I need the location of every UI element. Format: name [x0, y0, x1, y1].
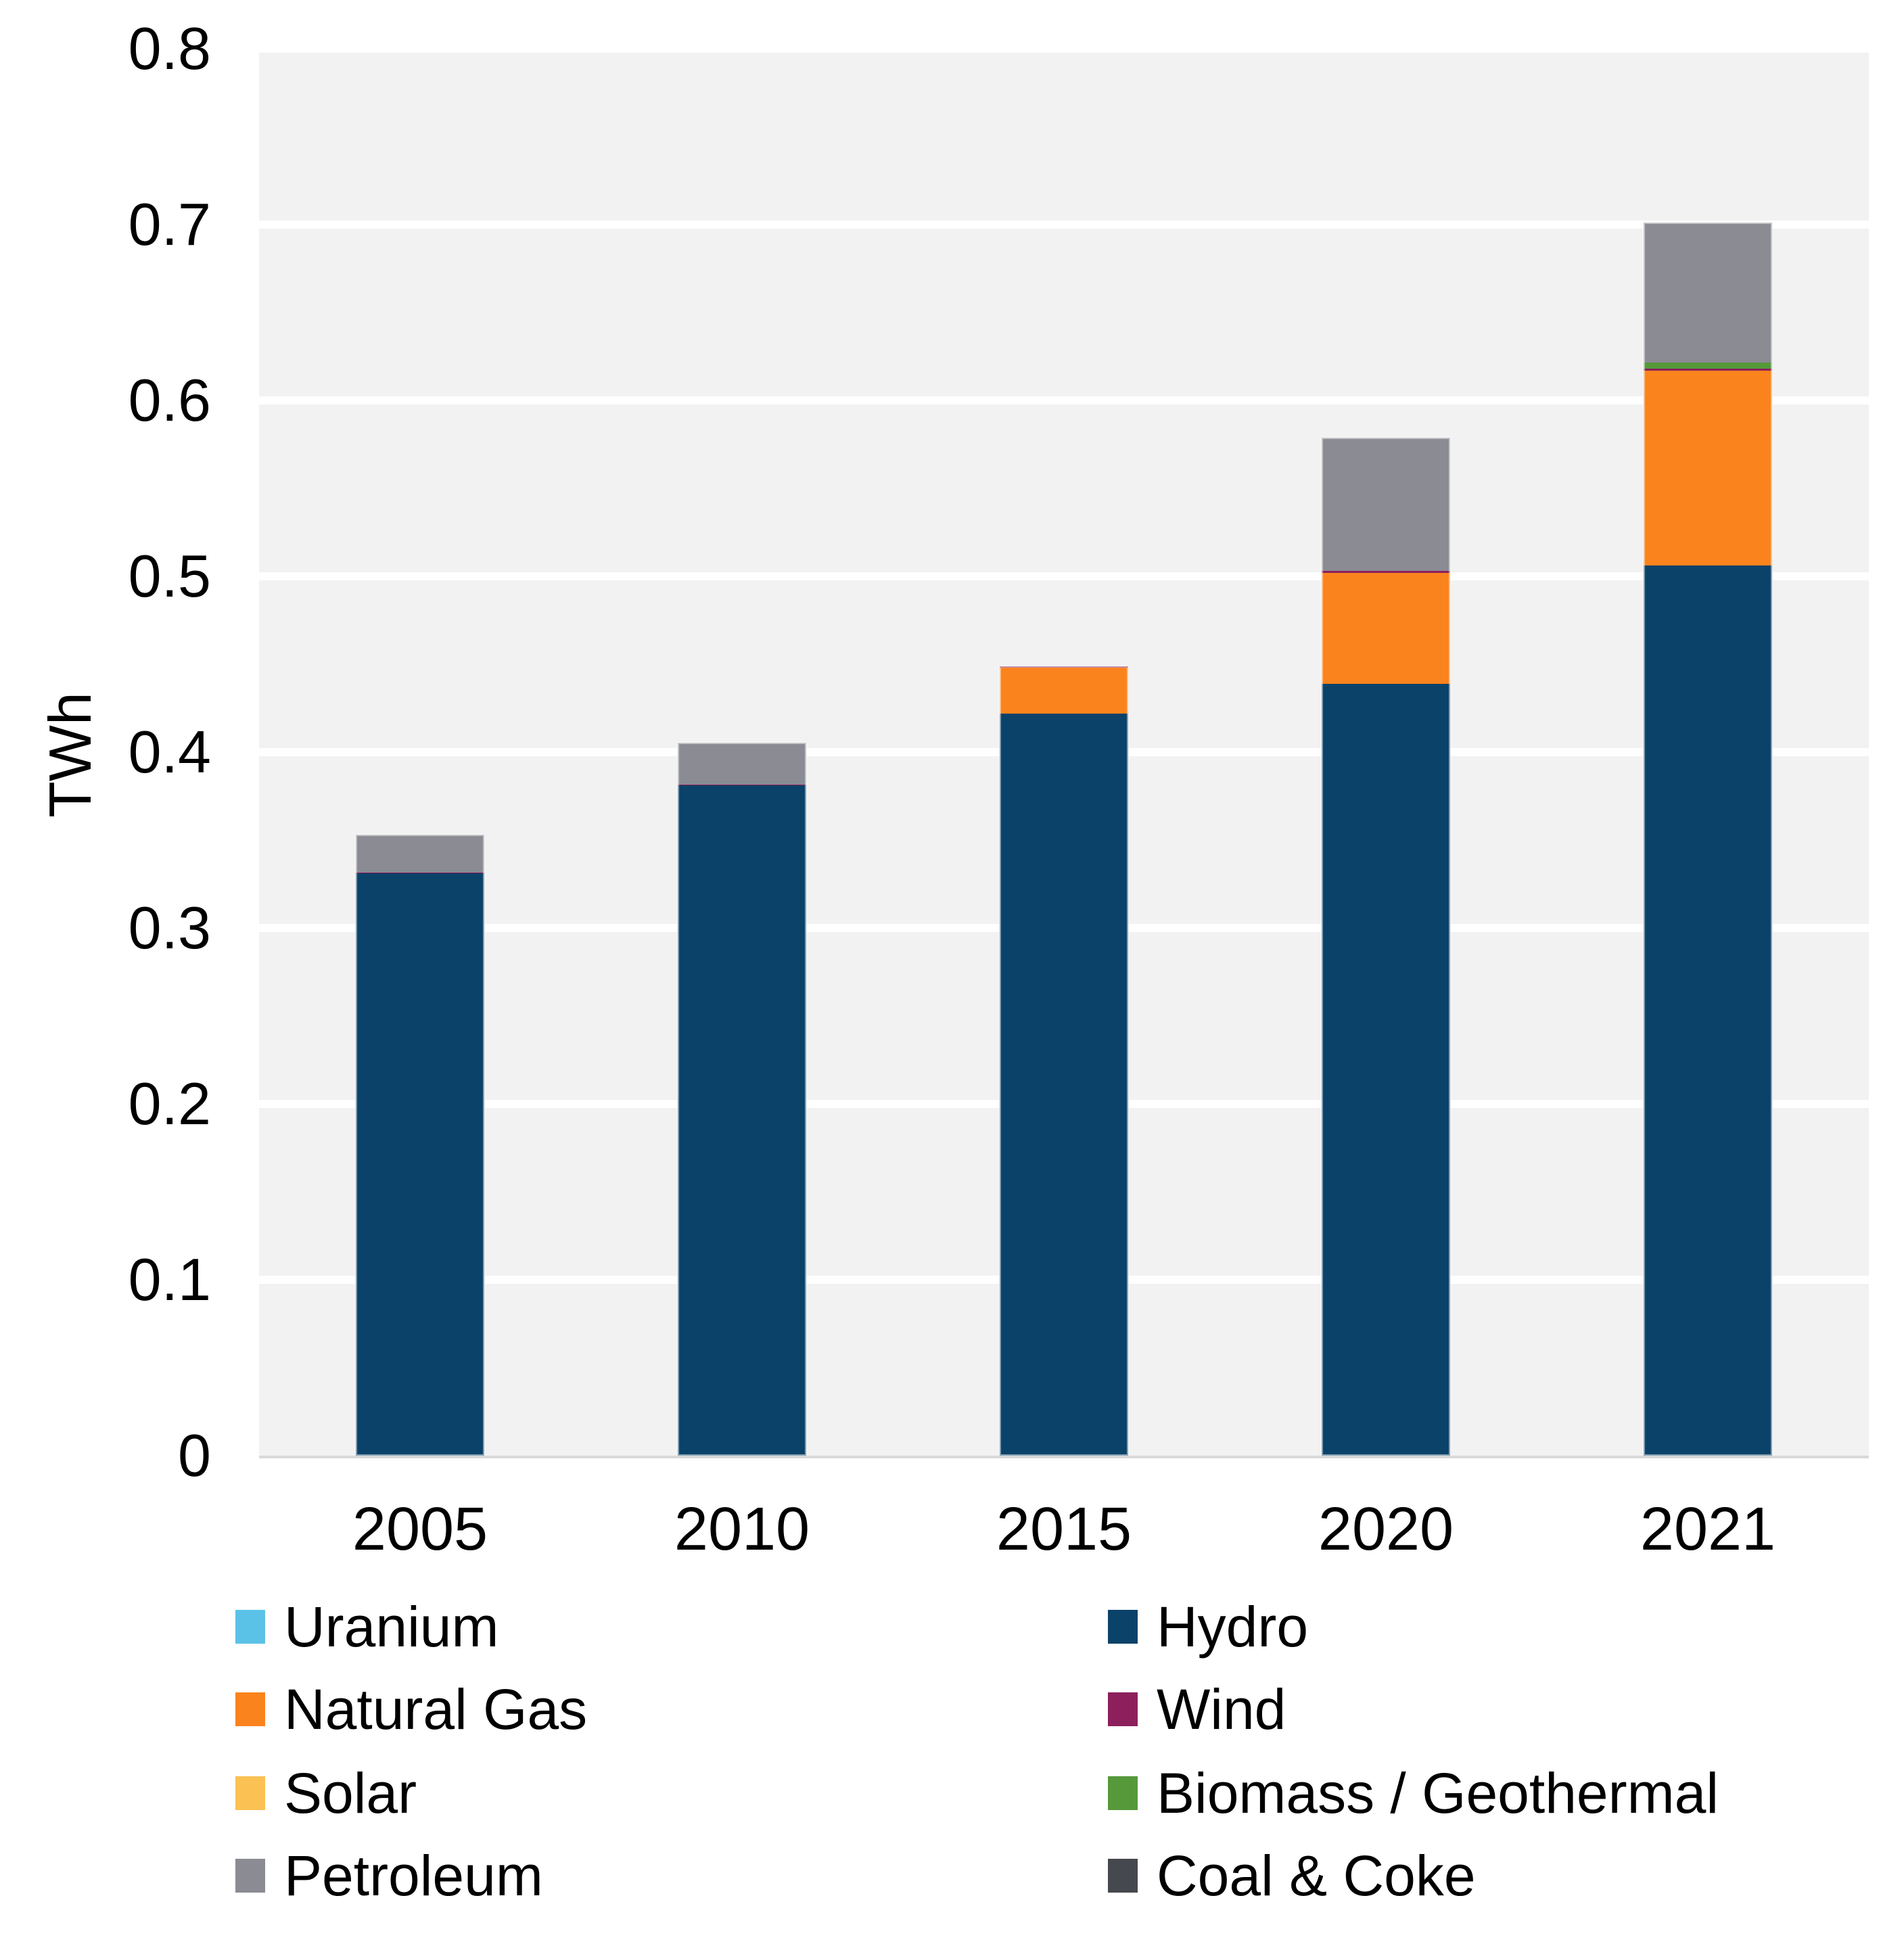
- bar-segment-2021-hydro: [1644, 565, 1772, 1456]
- bar-slot-2005: [259, 49, 581, 1456]
- y-tick-label-0.4: 0.4: [128, 718, 211, 785]
- legend-label: Coal & Coke: [1157, 1844, 1476, 1907]
- x-tick-label-2010: 2010: [674, 1496, 810, 1563]
- y-tick-label-0.6: 0.6: [128, 367, 211, 434]
- legend-item-natural-gas: Natural Gas: [235, 1677, 587, 1741]
- bar-segment-2020-hydro: [1322, 683, 1450, 1456]
- legend-swatch-icon: [1108, 1776, 1138, 1810]
- y-tick-label-0.1: 0.1: [128, 1246, 211, 1313]
- bar-segment-2020-wind: [1322, 570, 1450, 573]
- legend-item-hydro: Hydro: [1108, 1595, 1308, 1659]
- y-tick-label-0.2: 0.2: [128, 1070, 211, 1137]
- bar-segment-2020-natural-gas: [1322, 572, 1450, 684]
- bar-segment-2021-biomass-geothermal: [1644, 363, 1772, 369]
- bar-segment-2005-petroleum: [356, 835, 484, 873]
- legend-item-wind: Wind: [1108, 1677, 1286, 1741]
- bar-segment-2021-natural-gas: [1644, 370, 1772, 566]
- bar-2021: [1643, 222, 1773, 1456]
- legend-label: Uranium: [284, 1595, 499, 1659]
- y-tick-label-0.8: 0.8: [128, 15, 211, 82]
- legend-item-biomass-geothermal: Biomass / Geothermal: [1108, 1761, 1719, 1825]
- bar-slot-2015: [903, 49, 1225, 1456]
- bar-segment-2010-petroleum: [678, 742, 806, 785]
- y-tick-label-0.7: 0.7: [128, 191, 211, 258]
- gridline-0.5: [259, 572, 1869, 580]
- x-tick-label-2021: 2021: [1640, 1496, 1776, 1563]
- legend-label: Biomass / Geothermal: [1157, 1761, 1719, 1825]
- bar-segment-2010-hydro: [678, 785, 806, 1456]
- y-tick-label-0.5: 0.5: [128, 542, 211, 609]
- legend-swatch-icon: [235, 1859, 265, 1893]
- bar-segment-2015-natural-gas: [1000, 668, 1128, 714]
- legend-swatch-icon: [1108, 1610, 1138, 1644]
- bar-segment-2015-hydro: [1000, 713, 1128, 1456]
- bar-2015: [999, 665, 1129, 1456]
- bar-2020: [1321, 437, 1451, 1456]
- legend-label: Petroleum: [284, 1844, 543, 1907]
- legend-label: Natural Gas: [284, 1677, 588, 1741]
- legend-item-uranium: Uranium: [235, 1595, 498, 1659]
- legend-swatch-icon: [235, 1610, 265, 1644]
- bar-2005: [355, 834, 485, 1456]
- legend-item-coal-coke: Coal & Coke: [1108, 1844, 1476, 1907]
- gridline-0.8: [259, 49, 1869, 53]
- gridline-0.7: [259, 221, 1869, 229]
- bars-layer: [259, 49, 1869, 1456]
- x-tick-label-2005: 2005: [352, 1496, 488, 1563]
- bar-segment-2015-wind: [1000, 666, 1128, 668]
- bar-segment-2021-wind: [1644, 368, 1772, 371]
- bar-slot-2021: [1547, 49, 1869, 1456]
- legend-item-solar: Solar: [235, 1761, 417, 1825]
- bar-segment-2005-hydro: [356, 873, 484, 1456]
- legend-item-petroleum: Petroleum: [235, 1844, 543, 1907]
- y-tick-label-0: 0: [178, 1422, 211, 1489]
- legend-swatch-icon: [1108, 1692, 1138, 1726]
- legend-label: Solar: [284, 1761, 417, 1825]
- legend-label: Wind: [1157, 1677, 1286, 1741]
- x-tick-label-2015: 2015: [996, 1496, 1132, 1563]
- plot-area: [259, 49, 1869, 1458]
- bar-slot-2010: [581, 49, 903, 1456]
- legend-swatch-icon: [235, 1692, 265, 1726]
- bar-segment-2020-petroleum: [1322, 438, 1450, 571]
- legend-swatch-icon: [1108, 1859, 1138, 1893]
- x-axis-tick-labels: 2005 2010 2015 2020 2021: [259, 1492, 1869, 1567]
- x-tick-label-2020: 2020: [1318, 1496, 1454, 1563]
- bar-2010: [677, 741, 807, 1456]
- bar-slot-2020: [1225, 49, 1547, 1456]
- gridline-0.6: [259, 396, 1869, 404]
- bar-segment-2021-petroleum: [1644, 223, 1772, 363]
- y-tick-label-0.3: 0.3: [128, 894, 211, 961]
- legend-label: Hydro: [1157, 1595, 1309, 1659]
- legend-swatch-icon: [235, 1776, 265, 1810]
